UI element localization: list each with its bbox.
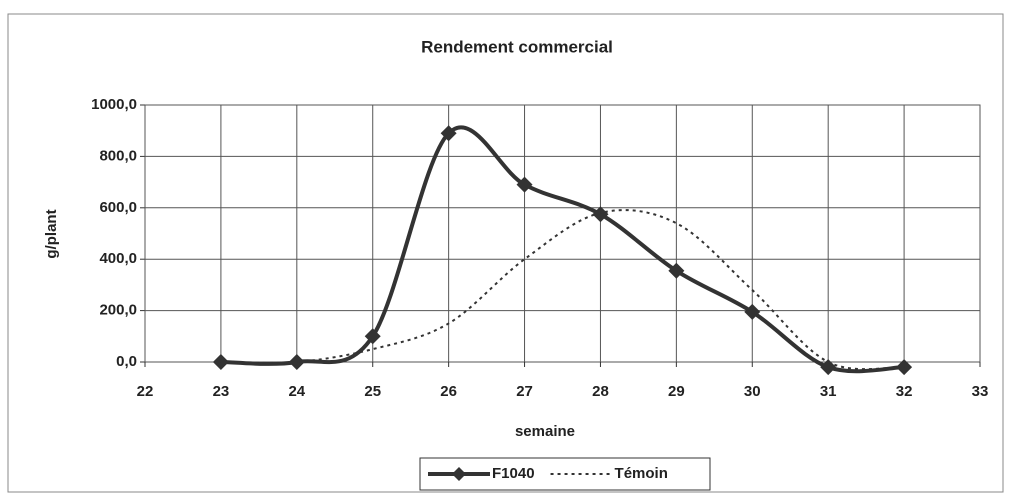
chart-title: Rendement commercial: [421, 37, 613, 56]
x-tick-label: 33: [972, 383, 989, 400]
x-tick-label: 23: [213, 383, 230, 400]
legend-label: F1040: [492, 465, 535, 482]
y-axis-label: g/plant: [43, 209, 60, 258]
point-marker: [364, 328, 381, 345]
x-tick-label: 29: [668, 383, 685, 400]
series-line: [220, 209, 905, 371]
point-marker: [440, 125, 457, 142]
point-marker: [820, 359, 837, 376]
x-tick-label: 28: [592, 383, 609, 400]
y-tick-label: 1000,0: [91, 96, 137, 113]
x-tick-label: 24: [288, 383, 305, 400]
point-marker: [668, 262, 685, 279]
x-tick-label: 25: [364, 383, 381, 400]
point-marker: [288, 354, 305, 370]
y-tick-label: 400,0: [99, 250, 137, 267]
x-tick-label: 30: [744, 383, 761, 400]
x-tick-label: 26: [440, 383, 457, 400]
legend-label: Témoin: [615, 465, 668, 482]
x-tick-label: 31: [820, 383, 837, 400]
x-axis-label: semaine: [515, 423, 575, 440]
series-line: [220, 125, 905, 374]
x-tick-label: 22: [137, 383, 154, 400]
plot-area: [144, 104, 981, 363]
y-tick-label: 200,0: [99, 302, 137, 319]
y-tick-label: 800,0: [99, 147, 137, 164]
point-marker: [516, 176, 533, 193]
x-tick-label: 27: [516, 383, 533, 400]
y-tick-label: 0,0: [116, 353, 137, 370]
point-marker: [592, 206, 609, 223]
x-tick-label: 32: [896, 383, 913, 400]
legend-marker: [452, 467, 466, 481]
y-tick-label: 600,0: [99, 199, 137, 216]
point-marker: [744, 303, 761, 320]
